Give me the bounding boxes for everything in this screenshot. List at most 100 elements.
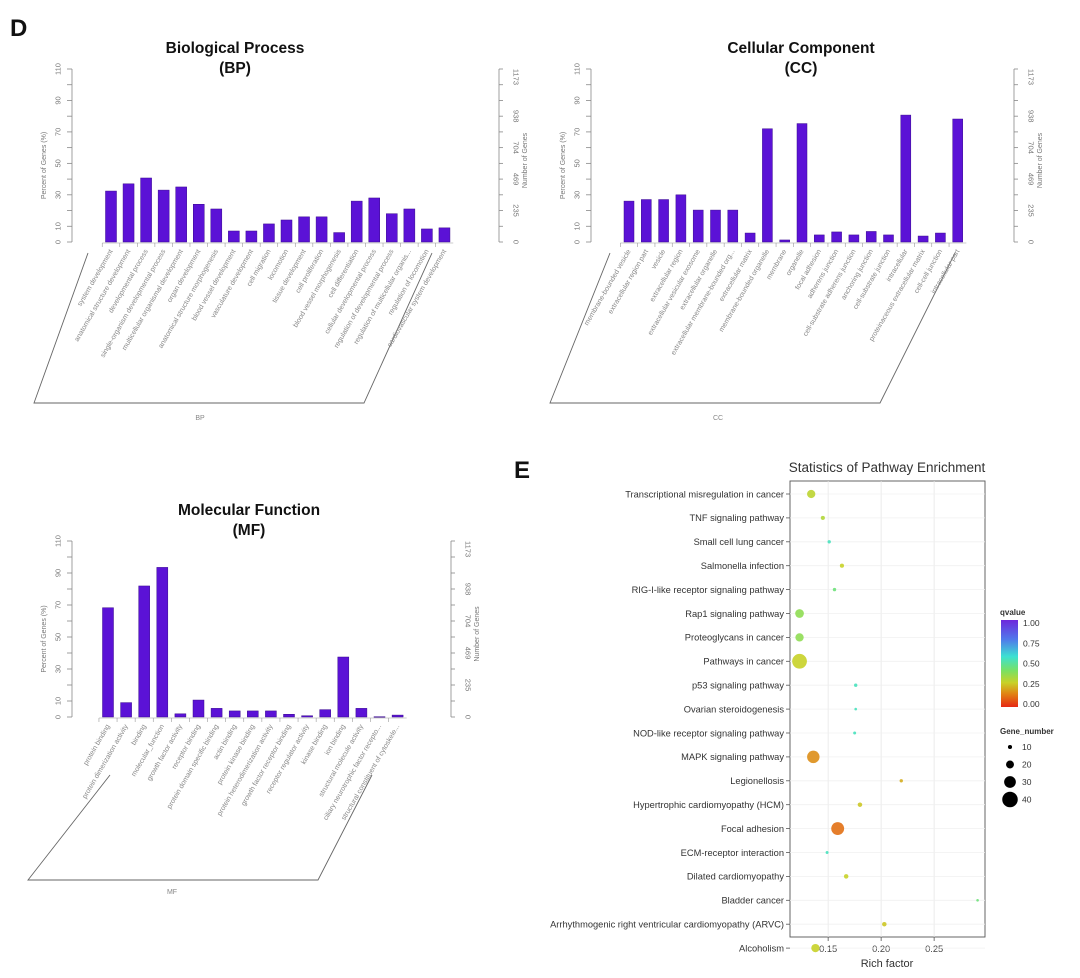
pathway-point — [839, 563, 844, 568]
cc-left-tick-label: 0 — [573, 240, 582, 244]
cc-dynamic-marks: 0 10 30 50 70 90 110 Percent of Genes (%) 0 235 46… — [549, 63, 1044, 404]
pathway-row-label: MAPK signaling pathway — [681, 752, 784, 762]
pathway-x-tick-label: 0.20 — [872, 944, 890, 954]
cc-bar — [831, 231, 842, 243]
cc-left-tick-label: 110 — [573, 63, 582, 75]
pathway-point — [795, 633, 804, 642]
gene-number-legend-label: 30 — [1022, 777, 1032, 787]
bp-chart-subtitle: (BP) — [219, 60, 251, 77]
bp-right-tick-label: 938 — [511, 110, 520, 123]
bp-right-tick-label: 0 — [511, 240, 520, 244]
cc-bar — [727, 209, 739, 243]
cc-base-frame — [549, 252, 956, 404]
qvalue-legend-label: 1.00 — [1023, 618, 1040, 628]
mf-bar — [391, 714, 404, 718]
bp-left-tick-label: 70 — [54, 128, 63, 136]
qvalue-legend-title: qvalue — [1000, 608, 1026, 617]
mf-bar — [102, 607, 114, 718]
mf-bar — [156, 567, 169, 718]
cc-x-axis-label: CC — [713, 415, 723, 422]
bp-bar — [210, 208, 223, 243]
bp-bar — [421, 228, 433, 243]
qvalue-legend-label: 0.75 — [1023, 638, 1040, 648]
mf-bar — [319, 709, 331, 718]
pathway-point — [882, 921, 887, 927]
pathway-row-label: Alcoholism — [739, 943, 784, 953]
pathway-row-label: Transcriptional misregulation in cancer — [625, 489, 784, 499]
mf-right-tick-label: 1173 — [463, 541, 472, 557]
gene-number-legend-dot — [1004, 776, 1016, 788]
cc-bar — [658, 199, 669, 243]
pathway-dynamic-marks: 0.15 0.20 0.25 Transcriptional misregulatio… — [550, 480, 1040, 954]
mf-base-frame — [27, 774, 373, 881]
bp-x-axis-label: BP — [195, 415, 205, 422]
bp-left-axis-title: Percent of Genes (%) — [41, 132, 48, 199]
pathway-row-label: Salmonella infection — [701, 561, 784, 571]
mf-bar — [228, 710, 241, 718]
pathway-row-label: Hypertrophic cardiomyopathy (HCM) — [633, 800, 784, 810]
cc-left-tick-label: 50 — [573, 159, 582, 167]
panel-e-label: E — [514, 457, 530, 484]
mf-right-tick-label: 938 — [463, 583, 472, 596]
pathway-point — [843, 874, 849, 879]
cc-right-tick-label: 1173 — [1026, 69, 1035, 85]
mf-right-axis-title: Number of Genes — [474, 606, 481, 662]
bp-left-tick-label: 50 — [54, 159, 63, 167]
cc-bar — [623, 200, 635, 243]
cc-bar — [796, 123, 808, 243]
pathway-chart-title: Statistics of Pathway Enrichment — [789, 460, 986, 475]
pathway-row-label: Small cell lung cancer — [694, 537, 784, 547]
bp-left-tick-label: 30 — [54, 191, 63, 199]
bp-right-tick-label: 469 — [511, 173, 520, 186]
bp-bar — [263, 223, 275, 243]
pathway-point — [832, 587, 837, 592]
mf-chart-subtitle: (MF) — [233, 522, 266, 539]
cc-bar — [779, 239, 790, 243]
bp-bar — [245, 230, 258, 243]
gene-number-legend-label: 20 — [1022, 760, 1032, 770]
mf-bar — [210, 708, 223, 718]
mf-bar — [283, 714, 295, 718]
pathway-x-tick-label: 0.25 — [925, 944, 943, 954]
bp-bar — [438, 227, 451, 243]
cc-bar — [900, 114, 912, 243]
mf-bar — [337, 656, 350, 718]
bp-left-tick-label: 110 — [54, 63, 63, 75]
gene-number-legend-label: 40 — [1022, 795, 1032, 805]
mf-left-tick-label: 70 — [54, 601, 63, 609]
cc-left-axis-title: Percent of Genes (%) — [560, 132, 567, 199]
cc-right-tick-label: 469 — [1026, 173, 1035, 186]
cc-bar — [710, 209, 721, 243]
bp-right-axis-title: Number of Genes — [522, 132, 529, 188]
cc-chart-subtitle: (CC) — [785, 60, 818, 77]
cc-bar — [675, 194, 687, 243]
bp-bar — [193, 204, 205, 243]
pathway-point — [807, 750, 820, 764]
cc-right-tick-label: 704 — [1026, 141, 1035, 154]
cc-left-tick-label: 30 — [573, 191, 582, 199]
gene-number-legend-title: Gene_number — [1000, 727, 1054, 736]
bp-bar — [140, 177, 152, 243]
cc-left-tick-label: 70 — [573, 128, 582, 136]
cc-bar — [917, 235, 929, 243]
mf-left-tick-label: 110 — [54, 535, 63, 547]
bp-bar — [386, 213, 398, 243]
bp-bar — [228, 230, 240, 243]
bp-chart-title: Biological Process — [166, 40, 305, 57]
pathway-point — [820, 515, 825, 520]
pathway-row-label: Arrhythmogenic right ventricular cardiom… — [550, 920, 784, 930]
mf-x-axis-label: MF — [167, 889, 177, 896]
mf-chart-title: Molecular Function — [178, 502, 320, 519]
bp-bar — [105, 190, 117, 243]
pathway-row-label: RIG-I-like receptor signaling pathway — [632, 585, 785, 595]
bp-left-tick-label: 10 — [54, 222, 63, 230]
cc-bar — [848, 234, 860, 243]
pathway-enrichment-chart: Statistics of Pathway Enrichment Rich fa… — [550, 460, 1054, 970]
mf-left-tick-label: 0 — [54, 715, 63, 719]
bp-bar — [122, 183, 135, 243]
cc-bar-chart: Cellular Component (CC) CC 0 10 30 50 70 90 11… — [549, 40, 1044, 422]
gene-number-legend-dot — [1006, 760, 1014, 769]
pathway-point — [854, 683, 858, 687]
mf-right-tick-label: 0 — [463, 715, 472, 719]
